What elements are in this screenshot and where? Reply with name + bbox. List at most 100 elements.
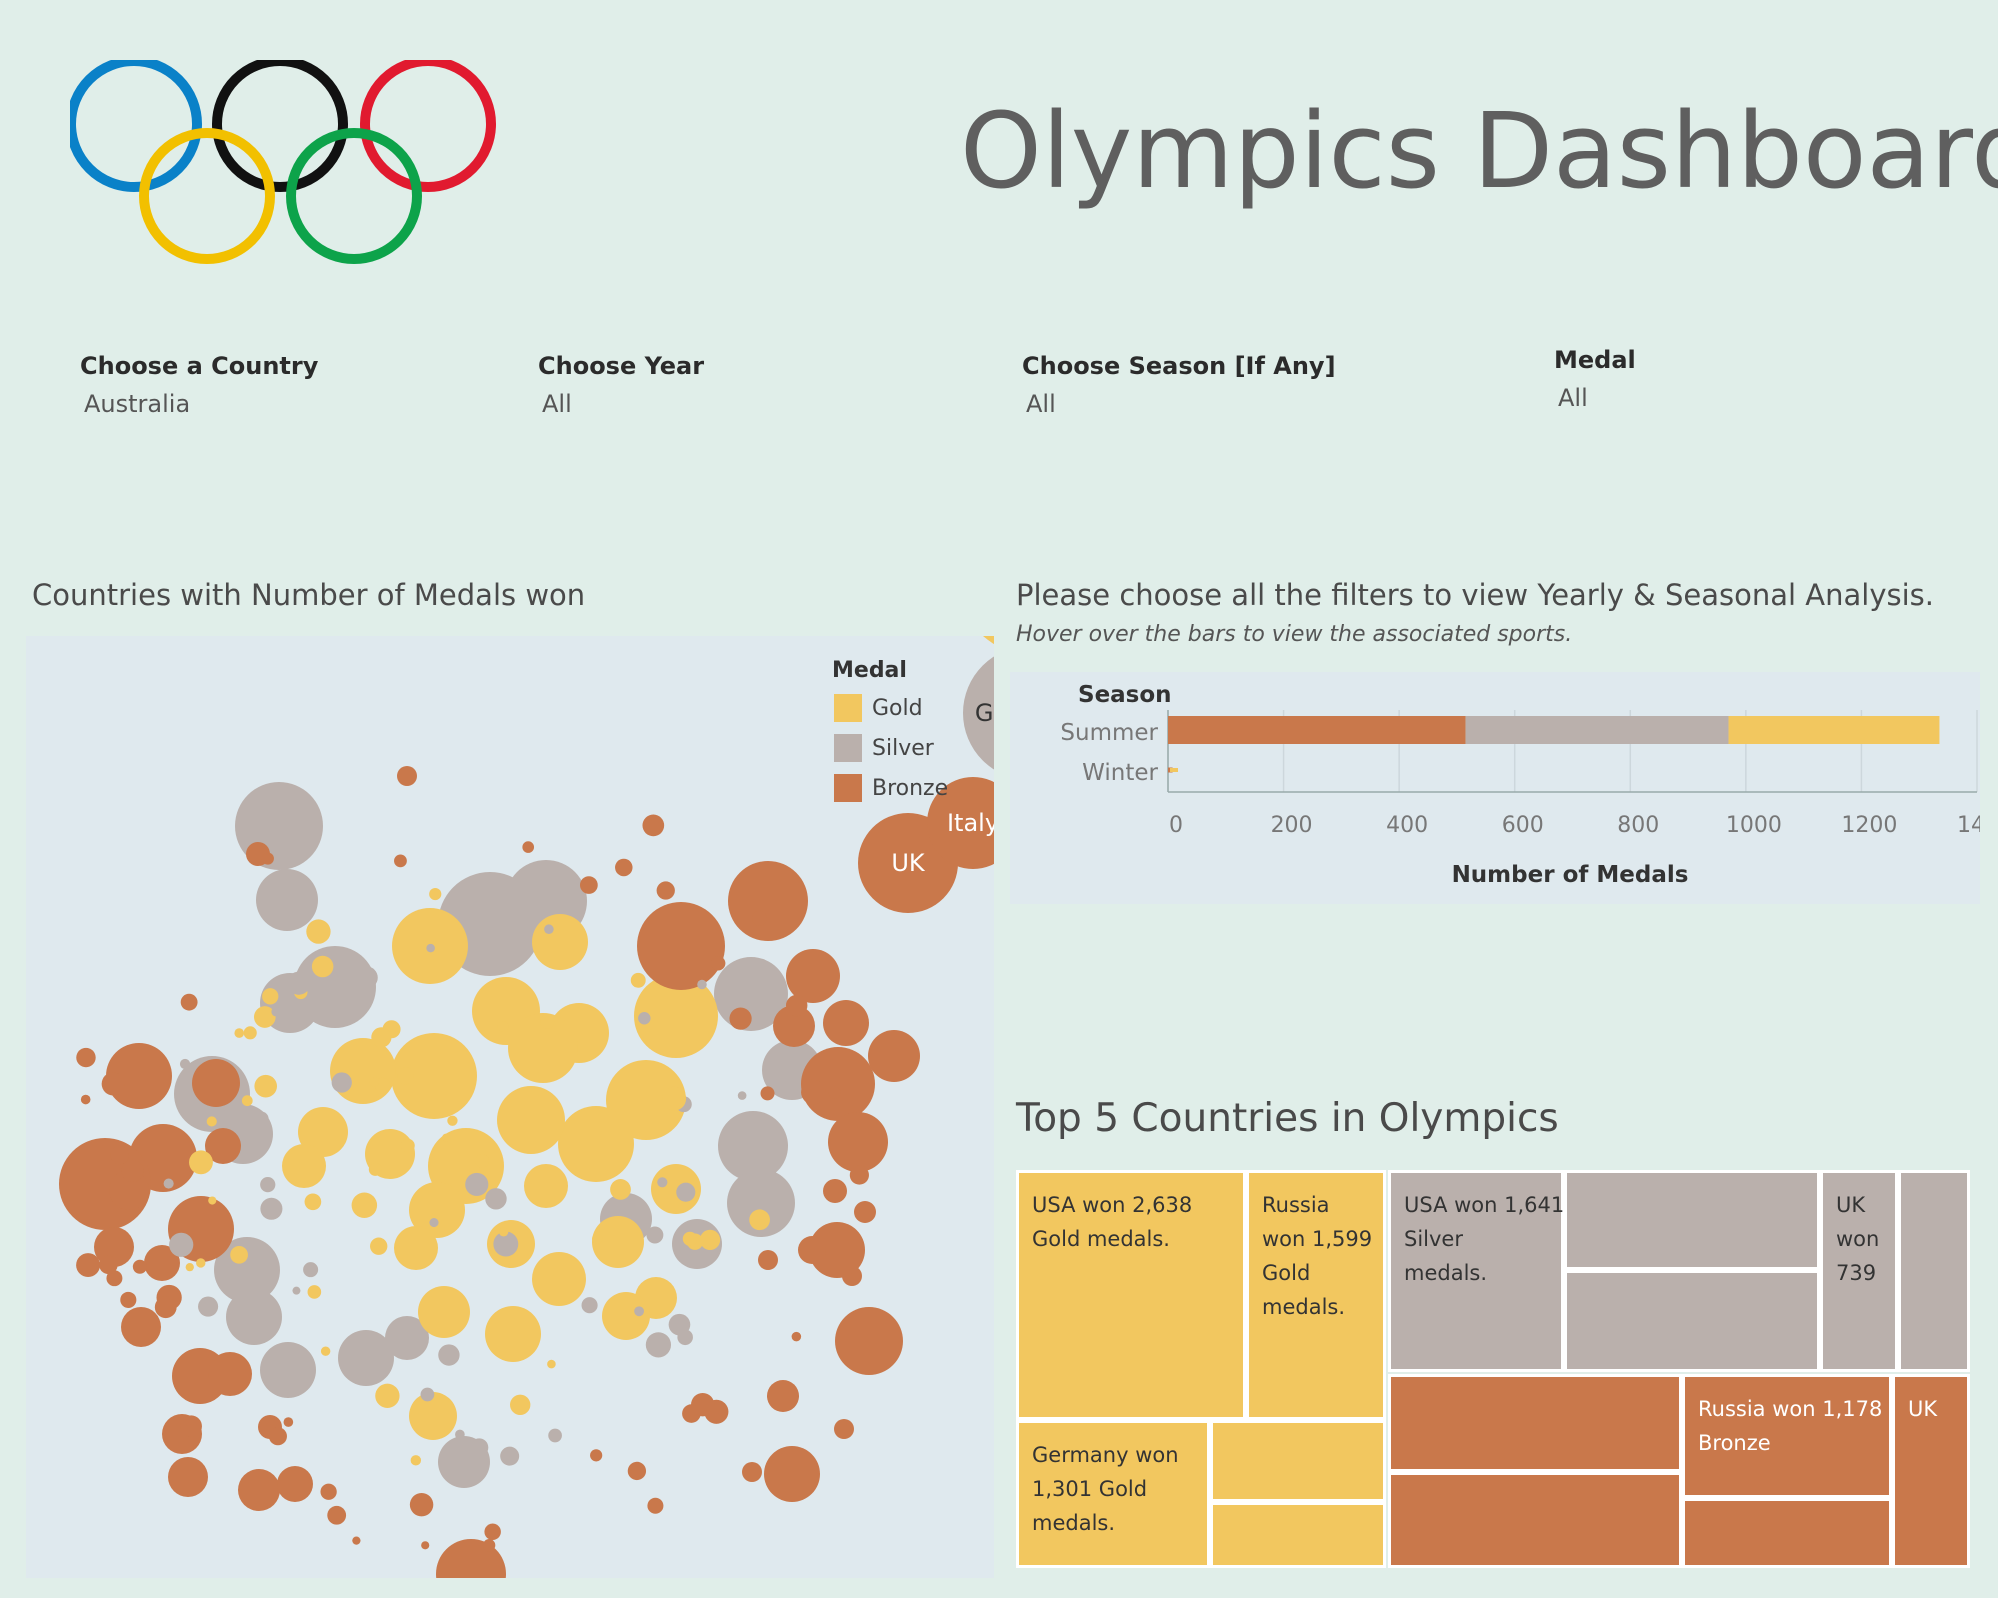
bubble-gold[interactable] [253,1006,276,1028]
bubble-silver[interactable] [287,971,311,995]
bubble-gold[interactable] [369,1077,380,1087]
bubble-italy-bronze[interactable] [927,777,994,869]
treemap-cell-gold[interactable] [1016,1420,1210,1568]
bubble-bronze[interactable] [729,1007,752,1030]
bubble-gold[interactable] [699,1229,721,1250]
bubble-bronze[interactable] [168,1457,208,1497]
bubble-gold[interactable] [368,1162,382,1176]
bubble-gold[interactable] [592,1233,603,1244]
bubble-bronze[interactable] [786,949,840,1003]
bubble-silver[interactable] [657,1177,668,1188]
bubble-bronze[interactable] [767,1380,799,1412]
bar-summer-bronze[interactable] [1168,716,1466,744]
bubble-bronze[interactable] [615,858,633,877]
bubble-gold[interactable] [370,1237,388,1255]
bubble-silver[interactable] [179,1058,191,1070]
bubble-silver[interactable] [271,1006,281,1017]
bubble-gold[interactable] [254,1074,277,1098]
bubble-bronze[interactable] [277,1466,313,1502]
bubble-gold[interactable] [409,1182,465,1238]
bubble-bronze[interactable] [205,1128,241,1164]
bubble-silver[interactable] [455,1429,465,1440]
bubble-bronze[interactable] [752,910,767,926]
bubble-gold[interactable] [311,955,334,978]
bubble-gold[interactable] [307,1285,322,1299]
bubble-bronze[interactable] [835,1307,903,1375]
bubble-bronze[interactable] [642,814,665,837]
bubble-bronze[interactable] [110,1145,129,1165]
bubble-gold[interactable] [475,1153,490,1168]
bubble-silver[interactable] [678,1251,691,1264]
bubble-bronze[interactable] [109,1170,149,1210]
bubble-bronze[interactable] [320,1483,337,1500]
bubble-gold[interactable] [749,1209,770,1231]
bubble-gold[interactable] [234,1028,245,1038]
bubble-bronze[interactable] [327,1505,347,1525]
bubble-bronze[interactable] [791,1331,802,1342]
bubble-bronze[interactable] [106,1270,123,1287]
bubble-bronze[interactable] [80,1094,91,1105]
bubble-gold[interactable] [206,1116,217,1127]
bubble-silver[interactable] [544,924,554,934]
filter-year[interactable]: Choose Year All [538,352,704,418]
bar-summer-silver[interactable] [1465,716,1729,744]
bubble-bronze[interactable] [656,881,675,900]
bubble-silver[interactable] [226,1289,282,1345]
bubble-silver[interactable] [355,966,378,989]
bubble-bronze[interactable] [106,1043,172,1109]
bubble-silver[interactable] [668,1313,691,1336]
bubble-silver[interactable] [581,1297,598,1314]
bubble-gold[interactable] [508,1013,578,1083]
bubble-bronze[interactable] [828,1086,841,1099]
bubble-bronze[interactable] [798,1236,826,1264]
bubble-gold[interactable] [524,1164,568,1208]
bubble-gold[interactable] [592,1216,644,1268]
filter-country-value[interactable]: Australia [84,390,191,418]
bubble-gold[interactable] [532,914,588,970]
bubble-silver[interactable] [426,943,435,953]
bubble-bronze[interactable] [180,993,198,1011]
bubble-bronze[interactable] [742,1462,762,1482]
bubble-bronze[interactable] [101,1072,125,1096]
treemap-cell-bronze[interactable] [1388,1472,1682,1568]
bubble-bronze[interactable] [352,1536,361,1545]
bubble-gold[interactable] [410,1455,422,1466]
bubble-bronze[interactable] [710,956,726,971]
bubble-gold[interactable] [510,1394,531,1415]
bubble-gold[interactable] [394,1226,438,1270]
bubble-bronze[interactable] [682,1404,701,1423]
bubble-silver[interactable] [292,1286,301,1295]
bubble-bronze[interactable] [647,1497,664,1514]
bar-summer-gold[interactable] [1728,716,1940,744]
bubble-bronze[interactable] [823,1179,847,1203]
treemap-cell-silver[interactable] [1388,1170,1564,1372]
bubble-silver[interactable] [260,1177,276,1193]
bubble-silver[interactable] [493,1231,519,1257]
bubble-bronze[interactable] [760,1086,775,1101]
bubble-bronze[interactable] [394,854,407,868]
bubble-gold[interactable] [418,1286,470,1338]
bubble-gold[interactable] [610,1179,631,1200]
bubble-gold[interactable] [282,1144,326,1188]
bubble-bronze[interactable] [238,1469,280,1511]
treemap-cell-gold[interactable] [1246,1170,1386,1420]
bubble-gold[interactable] [606,1060,686,1140]
bubble-gold[interactable] [634,974,718,1058]
bubble-silver[interactable] [470,1438,489,1457]
treemap-cell-silver[interactable] [1564,1170,1820,1270]
treemap-cell-silver[interactable] [1820,1170,1898,1372]
bubble-silver[interactable] [697,979,707,990]
bar-winter-gold[interactable] [1170,768,1178,772]
bubble-bronze[interactable] [849,1165,869,1185]
bubble-bronze[interactable] [809,1222,865,1278]
bubble-silver[interactable] [260,1197,283,1220]
bubble-silver[interactable] [169,1232,194,1257]
bubble-bronze[interactable] [397,766,417,786]
bubble-silver[interactable] [438,1344,460,1366]
bubble-gold[interactable] [400,1138,415,1153]
bubble-bronze[interactable] [834,1419,854,1439]
bubble-gold[interactable] [630,972,646,988]
bubble-bronze[interactable] [120,1291,137,1308]
bubble-gold[interactable] [442,1133,451,1142]
bubble-gold[interactable] [498,1227,509,1237]
